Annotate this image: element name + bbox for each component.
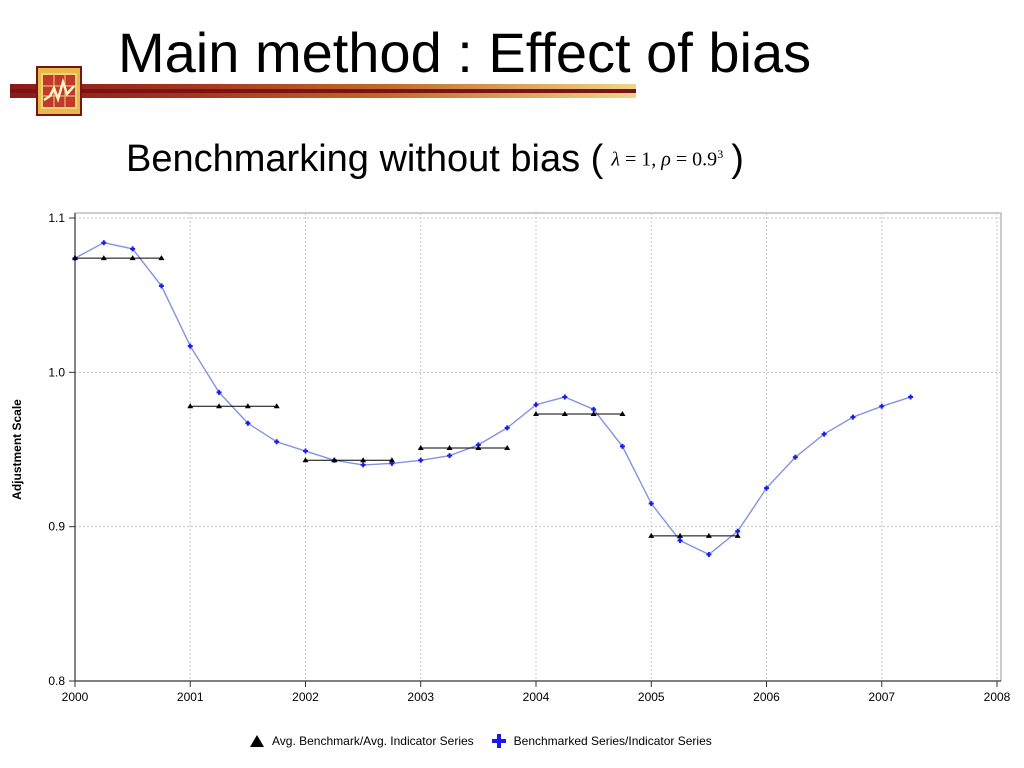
legend-item-benchmark: Avg. Benchmark/Avg. Indicator Series [250, 734, 474, 748]
cross-marker-icon [491, 734, 506, 748]
subtitle-prefix: Benchmarking without bias ( [126, 138, 604, 180]
benchmark-point [100, 255, 107, 261]
x-tick-label: 2004 [523, 690, 550, 704]
benchmark-point [216, 403, 223, 409]
benchmark-point [734, 532, 741, 538]
benchmarked-point [677, 538, 683, 544]
benchmark-point [475, 444, 482, 450]
benchmarked-point [360, 462, 366, 468]
plot-frame [74, 212, 1002, 682]
y-axis-label: Adjustment Scale [10, 399, 24, 500]
benchmarked-point [792, 454, 798, 460]
benchmarked-series-line [74, 241, 911, 556]
x-tick-label: 2002 [292, 690, 319, 704]
benchmark-point [619, 411, 626, 417]
benchmark-point [561, 411, 568, 417]
benchmark-point [244, 403, 251, 409]
benchmark-point [677, 532, 684, 538]
benchmark-point [648, 532, 655, 538]
x-tick-label: 2007 [868, 690, 895, 704]
benchmarked-point [101, 240, 107, 246]
x-tick-label: 2000 [62, 690, 89, 704]
slide-subtitle: Benchmarking without bias ( λ = 1, ρ = 0… [126, 138, 744, 181]
benchmarked-point [447, 453, 453, 459]
x-tick-label: 2001 [177, 690, 204, 704]
benchmark-point [331, 457, 338, 463]
benchmarked-point [879, 403, 885, 409]
benchmarked-point [187, 343, 193, 349]
bias-formula: λ = 1, ρ = 0.93 [611, 147, 723, 172]
benchmark-point [158, 255, 165, 261]
axis-layer: 2000 2001 2002 2003 2004 2005 2006 2007 2008 0.8 0… [10, 211, 1011, 704]
subtitle-suffix: ) [731, 138, 744, 180]
legend-label-benchmark: Avg. Benchmark/Avg. Indicator Series [272, 734, 474, 748]
benchmark-point [705, 532, 712, 538]
benchmark-point [388, 457, 395, 463]
benchmarked-point [130, 246, 136, 252]
legend-item-benchmarked: Benchmarked Series/Indicator Series [491, 734, 712, 748]
benchmarked-point [908, 394, 914, 400]
formula-lambda-value: = 1, [625, 148, 657, 171]
benchmarked-point [821, 431, 827, 437]
benchmark-point [533, 411, 539, 417]
triangle-marker-icon [250, 735, 264, 747]
benchmarked-point [533, 402, 539, 408]
benchmark-point [72, 255, 78, 261]
x-tick-label: 2005 [638, 690, 665, 704]
formula-rho: ρ [661, 148, 671, 171]
formula-rho-value: = 0.9 [675, 148, 718, 171]
benchmarked-point [303, 448, 308, 454]
benchmarked-point [504, 425, 510, 431]
chart-legend: Avg. Benchmark/Avg. Indicator Series Ben… [250, 734, 730, 748]
benchmark-point [590, 411, 597, 417]
benchmarked-point [562, 394, 568, 400]
benchmarked-point [418, 457, 424, 463]
benchmark-point [504, 444, 511, 450]
benchmark-point [273, 403, 280, 409]
benchmarked-point [764, 485, 769, 491]
benchmarked-point [850, 414, 856, 420]
chart-logo-icon [36, 66, 82, 116]
benchmarked-point [619, 443, 625, 449]
x-tick-label: 2003 [407, 690, 434, 704]
title-decoration-bar [10, 84, 636, 98]
benchmarked-point [274, 439, 280, 445]
formula-lambda: λ [611, 148, 621, 171]
grid-layer [74, 212, 1002, 682]
benchmark-point [187, 403, 194, 409]
slide-title: Main method : Effect of bias [118, 21, 812, 84]
benchmarked-point [245, 420, 251, 426]
benchmark-point [360, 457, 367, 463]
y-tick-label: 0.9 [48, 520, 65, 534]
legend-label-benchmarked: Benchmarked Series/Indicator Series [513, 734, 712, 748]
series-layer [72, 240, 914, 557]
benchmark-point [446, 444, 453, 450]
benchmarked-point [216, 389, 222, 395]
x-tick-label: 2006 [753, 690, 780, 704]
benchmark-point [302, 457, 309, 463]
formula-rho-exponent: 3 [717, 147, 724, 162]
benchmarked-point [706, 551, 712, 557]
benchmark-point [417, 444, 424, 450]
adjustment-scale-chart: 2000 2001 2002 2003 2004 2005 2006 2007 2008 0.8 0… [10, 211, 1011, 704]
x-tick-label: 2008 [984, 690, 1011, 704]
benchmark-point [129, 255, 136, 261]
benchmarked-point [648, 501, 654, 507]
y-tick-label: 1.1 [48, 211, 65, 225]
y-tick-label: 1.0 [48, 365, 65, 379]
benchmarked-point [158, 283, 164, 289]
y-tick-label: 0.8 [48, 674, 65, 688]
